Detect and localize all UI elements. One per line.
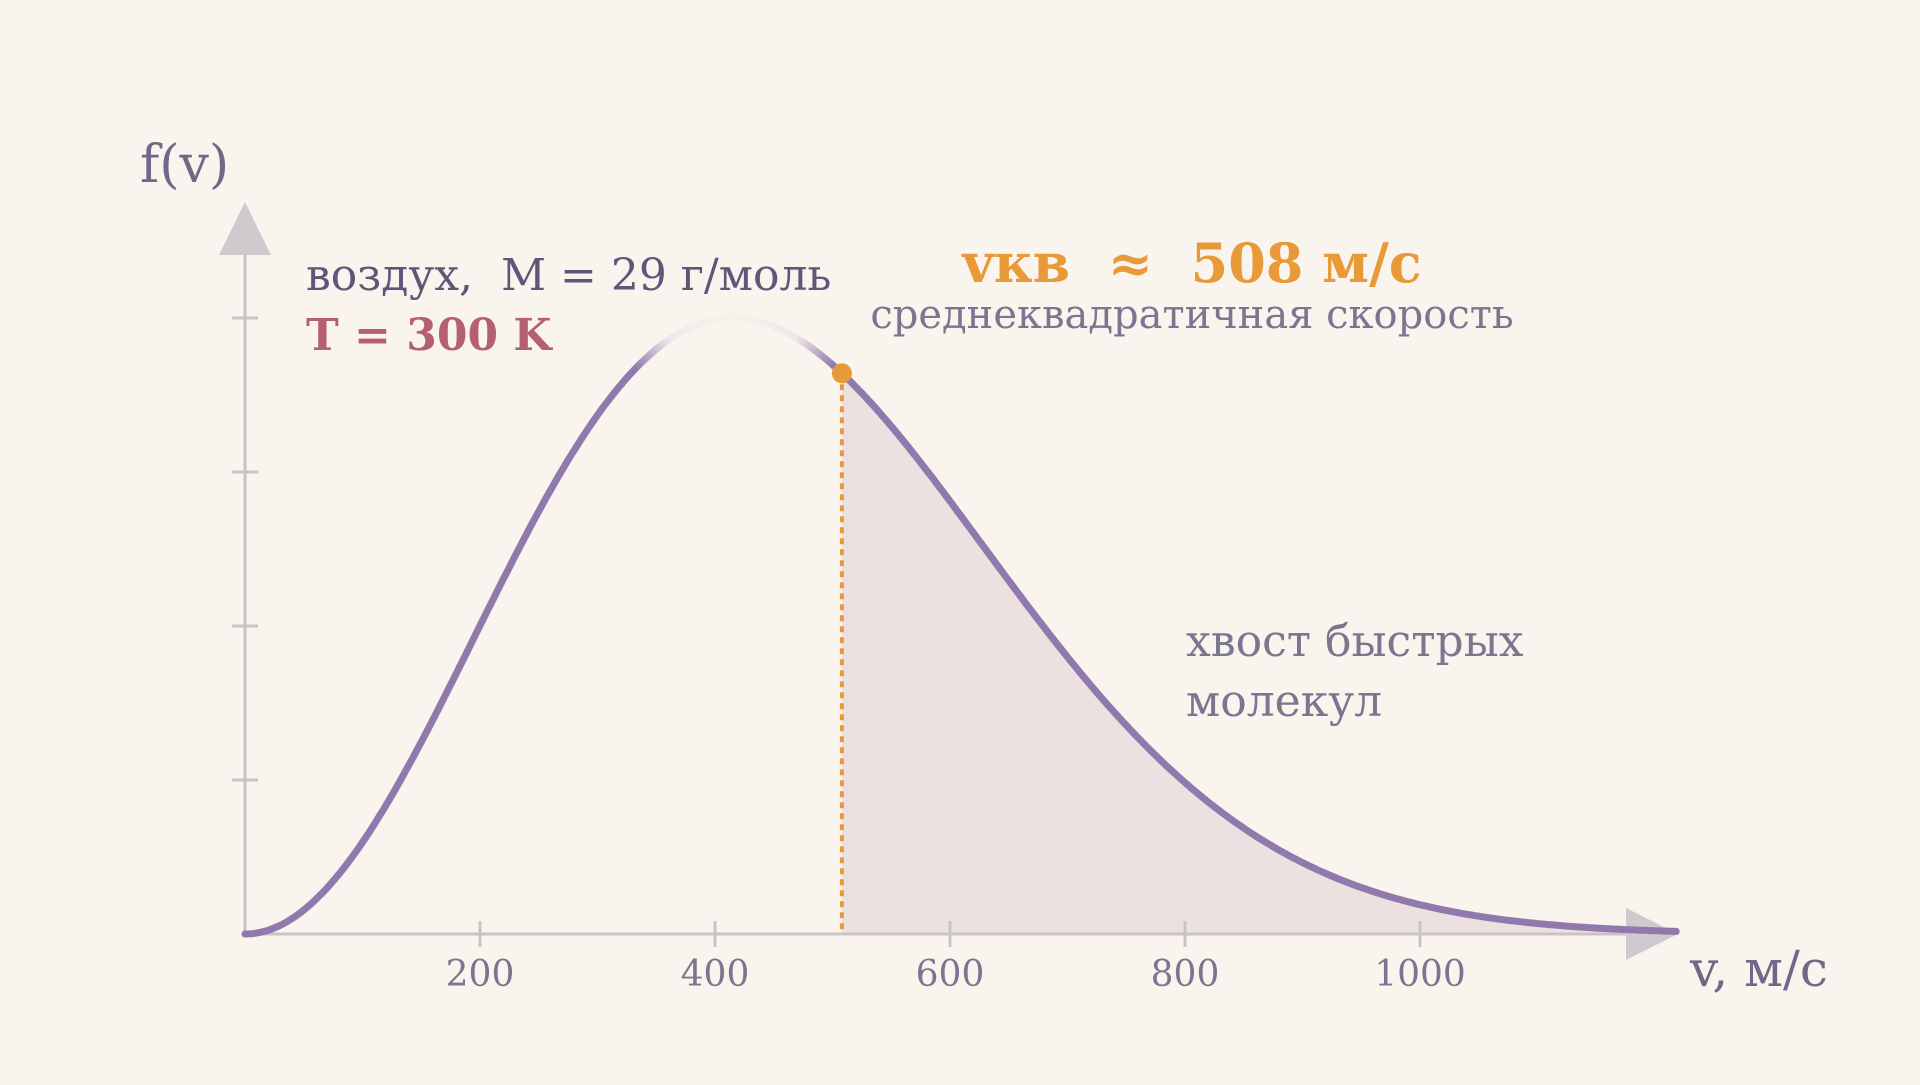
x-tick-label-200: 200	[446, 954, 515, 995]
y-axis-label: f(v)	[140, 135, 229, 195]
vrms-label: vкв ≈ 508 м/с	[961, 231, 1421, 295]
y-axis-arrow	[219, 202, 271, 255]
x-tick-label-600: 600	[916, 954, 985, 995]
tail-label-line1: хвост быстрых	[1186, 616, 1524, 667]
temperature-annotation: T = 300 K	[306, 310, 553, 361]
vrms-marker-dot	[831, 363, 852, 384]
x-axis-label: v, м/с	[1689, 940, 1828, 998]
distribution-curve	[241, 314, 1680, 938]
x-tick-label-1000: 1000	[1374, 954, 1466, 995]
gas-annotation: воздух, М = 29 г/моль	[306, 250, 831, 301]
vrms-caption: среднеквадратичная скорость	[870, 292, 1513, 338]
peak-highlight	[612, 258, 853, 398]
tail-shaded-area	[841, 373, 1679, 934]
x-tick-label-400: 400	[681, 954, 750, 995]
tail-label-line2: молекул	[1186, 676, 1382, 727]
x-tick-label-800: 800	[1151, 954, 1220, 995]
